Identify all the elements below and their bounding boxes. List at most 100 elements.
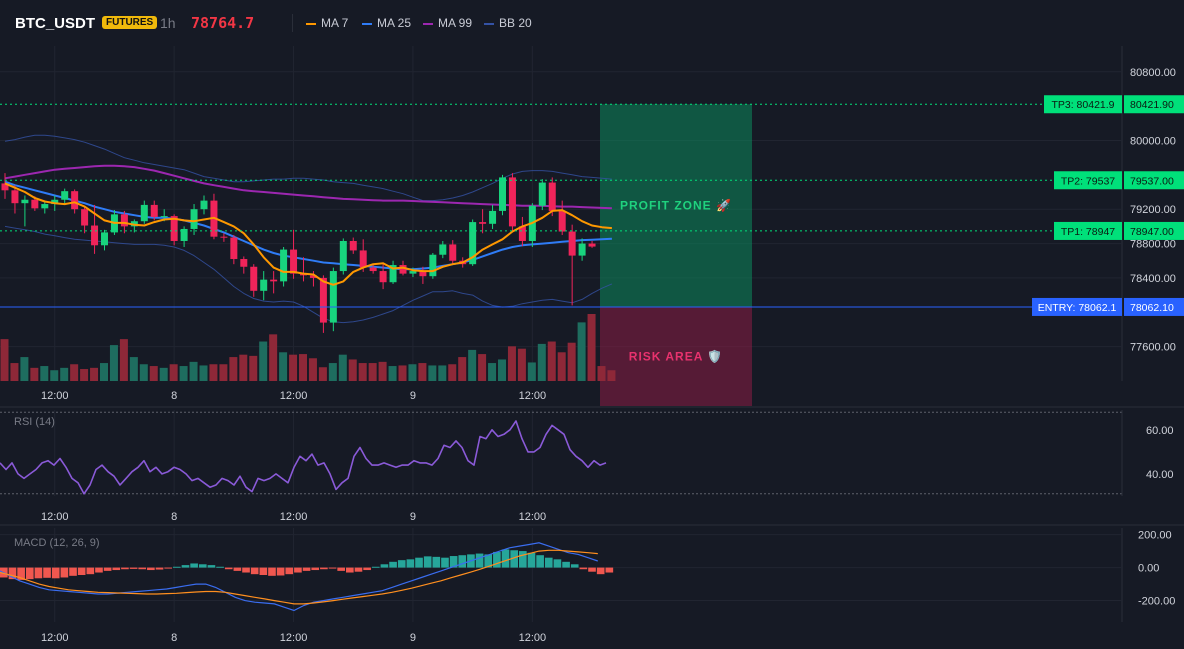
- legend-ma25[interactable]: MA 25: [362, 16, 411, 30]
- volume-bar: [50, 370, 59, 381]
- candle-body: [538, 182, 546, 206]
- tp1-axis-bg: [1124, 221, 1184, 240]
- profit-zone: [600, 104, 752, 307]
- candle-body: [449, 244, 457, 261]
- volume-bar: [149, 366, 158, 381]
- last-price: 78764.7: [191, 14, 255, 32]
- rsi-pane: 60.00 40.00 RSI (14) 12:00 8 12:00 9 12:00: [0, 410, 1174, 523]
- macd-line: [0, 542, 598, 612]
- entry-axis-label: 78062.10: [1130, 302, 1174, 314]
- candle-body: [160, 216, 168, 218]
- rsi-line: [0, 420, 607, 495]
- candle-body: [150, 204, 158, 217]
- candle-body: [489, 210, 497, 224]
- macd-histogram-bar: [242, 567, 250, 573]
- ma7-line: [4, 182, 612, 286]
- volume-bar: [40, 366, 49, 381]
- macd-pane: 200.00 0.00 -200.00 MACD (12, 26, 9) 12:00 8 1…: [0, 528, 1175, 644]
- symbol-label[interactable]: BTC_USDT: [15, 15, 96, 32]
- macd-title: MACD (12, 26, 9): [14, 537, 100, 549]
- volume-bar: [607, 370, 616, 381]
- rsi-title: RSI (14): [14, 416, 55, 428]
- macd-histogram-bar: [250, 567, 259, 575]
- volume-bar: [498, 359, 506, 381]
- candle-body: [369, 267, 377, 272]
- candle-body: [399, 265, 407, 274]
- macd-histogram-bar: [276, 567, 285, 576]
- price-time-label: 12:00: [519, 390, 547, 402]
- rsi-time-label: 12:00: [41, 511, 69, 523]
- ma25-swatch: [362, 22, 372, 25]
- macd-histogram-bar: [311, 567, 320, 571]
- macd-histogram-bar: [190, 563, 198, 568]
- volume-bar: [448, 364, 457, 381]
- macd-histogram-bar: [285, 567, 294, 575]
- candle-body: [329, 271, 337, 323]
- macd-histogram-bar: [570, 564, 579, 568]
- rsi-time-label: 8: [171, 511, 177, 523]
- volume-bar: [517, 348, 526, 381]
- candle-body: [339, 240, 347, 272]
- price-pane: 80800.00 80000.00 79200.00 78800.00 78400.00…: [0, 46, 1184, 622]
- chart-header: BTC_USDT FUTURES 1h 78764.7 MA 7 MA 25 M…: [0, 0, 1184, 46]
- macd-histogram-bar: [216, 566, 224, 568]
- candle-body: [91, 225, 99, 246]
- volume-bar: [90, 367, 99, 381]
- tp1-tag: TP1: 78947: [1061, 226, 1115, 238]
- volume-bar: [249, 355, 258, 381]
- macd-histogram-bar: [484, 554, 493, 568]
- volume-bar: [0, 339, 9, 381]
- candle-body: [190, 209, 198, 229]
- ma25-line: [4, 180, 612, 271]
- candle-body: [140, 204, 148, 222]
- candle-body: [419, 271, 427, 277]
- macd-histogram-bar: [207, 565, 216, 568]
- price-tick-label: 78800.00: [1130, 239, 1176, 251]
- legend-ma99[interactable]: MA 99: [423, 16, 472, 30]
- rsi-tick-label: 40.00: [1146, 469, 1174, 481]
- macd-histogram-bar: [449, 556, 458, 568]
- candle-body: [180, 228, 188, 241]
- candle-body: [21, 199, 29, 204]
- volume-bar: [10, 363, 19, 381]
- candle-body: [280, 249, 288, 282]
- macd-histogram-bar: [224, 567, 233, 570]
- macd-histogram-bar: [233, 567, 242, 571]
- volume-bar: [189, 361, 198, 381]
- macd-histogram-bar: [77, 567, 86, 575]
- macd-histogram-bar: [320, 567, 328, 570]
- header-divider: [292, 14, 293, 32]
- volume-bar: [428, 365, 437, 381]
- volume-bar: [368, 363, 377, 381]
- macd-histogram-bar: [328, 567, 337, 569]
- macd-histogram-bar: [259, 567, 268, 575]
- rsi-time-label: 12:00: [280, 511, 308, 523]
- legend-bb20[interactable]: BB 20: [484, 16, 532, 30]
- macd-histogram-bar: [371, 566, 380, 568]
- candle-body: [309, 275, 317, 278]
- entry-tag: ENTRY: 78062.1: [1038, 302, 1117, 314]
- candle-body: [558, 210, 566, 232]
- macd-histogram-bar: [441, 557, 449, 568]
- tp3-axis-label: 80421.90: [1130, 99, 1174, 111]
- macd-histogram-bar: [493, 551, 501, 568]
- volume-bar: [478, 354, 487, 381]
- macd-histogram-bar: [294, 567, 302, 573]
- price-tick-label: 80000.00: [1130, 135, 1176, 147]
- volume-bar: [358, 363, 367, 381]
- candle-body: [101, 232, 108, 246]
- macd-histogram-bar: [553, 559, 562, 568]
- volume-bar: [259, 341, 268, 381]
- macd-histogram-bar: [389, 561, 397, 568]
- legend-ma7[interactable]: MA 7: [306, 16, 348, 30]
- entry-tag-bg: [1032, 297, 1122, 316]
- macd-histogram-bar: [527, 552, 536, 568]
- timeframe-label[interactable]: 1h: [160, 15, 176, 31]
- tp2-axis-bg: [1124, 171, 1184, 190]
- macd-histogram-bar: [605, 567, 614, 573]
- macd-histogram-bar: [501, 549, 510, 568]
- volume-bar: [129, 357, 138, 381]
- candle-body: [51, 199, 59, 205]
- macd-time-label: 12:00: [280, 632, 308, 644]
